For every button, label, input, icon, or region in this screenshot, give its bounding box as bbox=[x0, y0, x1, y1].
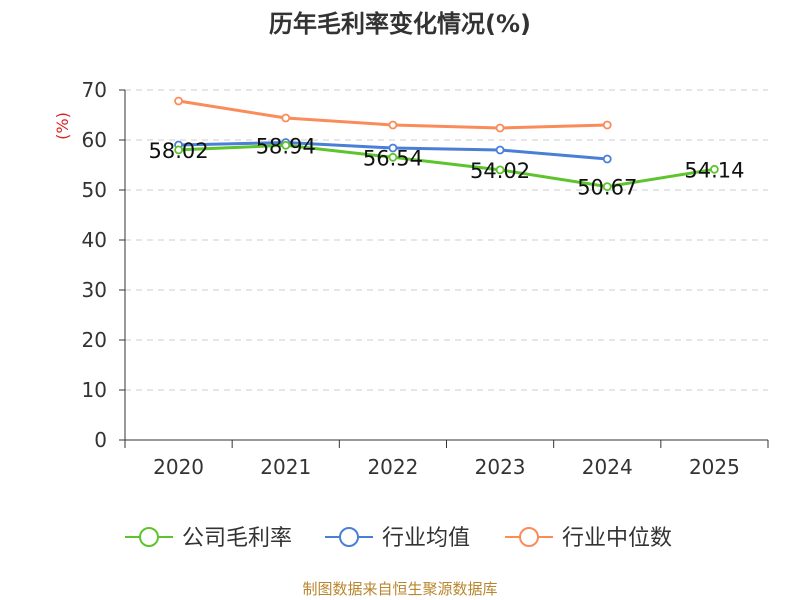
legend-label-1: 行业均值 bbox=[382, 526, 470, 551]
gridlines bbox=[125, 89, 768, 391]
data-labels: 58.02 58.94 56.54 54.02 50.67 54.14 bbox=[149, 134, 745, 199]
series-0-point-2021 bbox=[281, 140, 291, 150]
y-tick-label-10: 10 bbox=[82, 378, 107, 402]
x-tick-label-2022: 2022 bbox=[367, 455, 418, 479]
series-0-point-2020 bbox=[174, 145, 183, 155]
series-0-point-2024 bbox=[602, 182, 612, 192]
legend-label-2: 行业中位数 bbox=[562, 526, 672, 551]
y-tick-label-50: 50 bbox=[82, 178, 107, 202]
legend: 公司毛利率 行业均值 行业中位数 bbox=[125, 526, 672, 551]
series-2-point-2020 bbox=[174, 96, 183, 106]
series-line-0 bbox=[178, 143, 715, 189]
y-axis-label: (%) bbox=[53, 112, 72, 140]
data-label-2021: 58.94 bbox=[256, 134, 316, 158]
series-1-point-2022 bbox=[388, 143, 398, 153]
y-tick-label-30: 30 bbox=[82, 278, 107, 302]
x-tick-label-2023: 2023 bbox=[475, 455, 526, 479]
x-tick-label-2024: 2024 bbox=[582, 455, 633, 479]
x-tick-label-2021: 2021 bbox=[260, 455, 311, 479]
series-2-point-2023 bbox=[495, 123, 505, 133]
legend-marker-0 bbox=[139, 527, 159, 547]
y-tick-label-0: 0 bbox=[94, 428, 107, 452]
data-label-2024: 50.67 bbox=[577, 176, 637, 200]
data-label-2020: 58.02 bbox=[149, 139, 209, 163]
data-label-2025: 54.14 bbox=[684, 158, 744, 182]
chart-title: 历年毛利率变化情况(%) bbox=[269, 10, 531, 38]
source-note: 制图数据来自恒生聚源数据库 bbox=[302, 580, 498, 598]
series-2-point-2021 bbox=[281, 113, 291, 123]
series-2-point-2024 bbox=[602, 120, 612, 130]
series-0-point-2025 bbox=[710, 164, 719, 174]
data-label-2023: 54.02 bbox=[470, 159, 530, 183]
series-1-point-2024 bbox=[602, 154, 612, 164]
axes: 0 10 20 30 40 50 60 70 2020 2021 2022 2023 2024 2025 bbox=[82, 78, 769, 479]
series-0-point-2023 bbox=[495, 165, 505, 175]
x-tick-label-2025: 2025 bbox=[689, 455, 740, 479]
series-0-point-2022 bbox=[388, 152, 398, 162]
legend-label-0: 公司毛利率 bbox=[182, 526, 292, 551]
data-label-2022: 56.54 bbox=[363, 146, 423, 170]
x-tick-label-2020: 2020 bbox=[153, 455, 204, 479]
legend-marker-2 bbox=[519, 527, 539, 547]
y-tick-label-60: 60 bbox=[82, 128, 107, 152]
legend-marker-1 bbox=[339, 527, 359, 547]
series-2-point-2022 bbox=[388, 120, 398, 130]
series-1-point-2023 bbox=[495, 145, 505, 155]
y-tick-label-40: 40 bbox=[82, 228, 107, 252]
series-lines bbox=[174, 96, 719, 192]
y-tick-label-70: 70 bbox=[82, 78, 107, 102]
y-tick-label-20: 20 bbox=[82, 328, 107, 352]
